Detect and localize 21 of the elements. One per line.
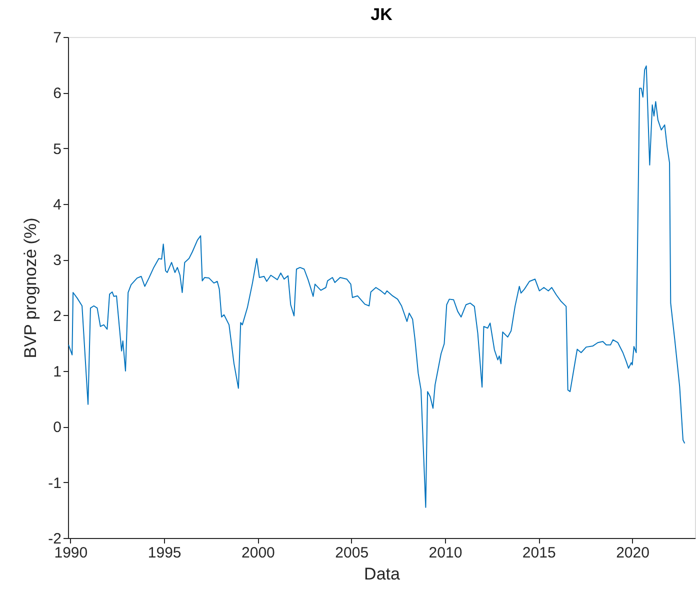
y-tick-label: 7 [53,30,62,46]
x-tick-label: 2020 [616,544,650,562]
chart-title: JK [370,5,394,24]
y-tick-label: -1 [48,474,62,492]
y-axis-title: BVP prognozė (%) [21,218,40,358]
y-tick-label: 6 [53,85,62,102]
y-tick-label: 4 [53,196,62,214]
x-tick-label: 2000 [242,544,275,562]
y-tick-label: 3 [53,252,62,270]
x-tick-label: 1990 [54,544,88,562]
x-tick-label: 2010 [428,544,462,562]
y-tick-label: 1 [53,364,62,380]
x-axis-title: Data [364,564,400,584]
line-series [68,65,686,508]
x-tick-label: 2005 [335,544,369,562]
y-tick-label: 2 [53,308,62,325]
y-tick-label: 0 [53,419,62,436]
x-tick-label: 1995 [148,544,182,562]
y-tick-label: 5 [53,140,62,158]
x-tick-label: 2015 [522,544,556,562]
y-tick-label: -2 [48,530,62,548]
